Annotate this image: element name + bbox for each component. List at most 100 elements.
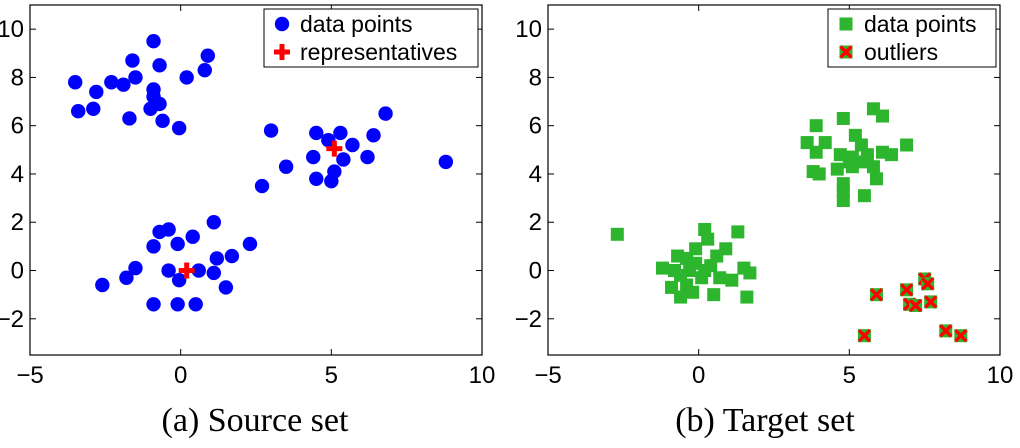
- data-point: [224, 248, 240, 264]
- y-tick-label: 6: [529, 113, 542, 140]
- data-point: [152, 58, 167, 73]
- data-point: [191, 263, 206, 278]
- data-point: [656, 261, 670, 275]
- legend-marker: [839, 17, 853, 31]
- data-point: [128, 260, 143, 276]
- figure: −5 0 5 10 −2 0 2 4 6 8 10 data pointsrepresentative…: [0, 4, 1014, 389]
- data-point: [923, 295, 938, 309]
- legend-label: representatives: [300, 39, 457, 65]
- data-point: [128, 70, 143, 85]
- legend-marker: [839, 45, 853, 59]
- data-point: [869, 287, 884, 302]
- data-point: [866, 160, 880, 174]
- data-point: [197, 62, 212, 78]
- data-point: [309, 171, 324, 186]
- data-point: [939, 324, 953, 338]
- data-point: [152, 224, 167, 240]
- axes-frame: [29, 4, 483, 356]
- data-point: [161, 263, 176, 278]
- data-point: [209, 251, 225, 266]
- data-point: [809, 145, 823, 159]
- data-point: [378, 106, 393, 121]
- data-point: [740, 290, 754, 304]
- x-tick-label: 0: [174, 362, 187, 389]
- legend-marker: [274, 16, 290, 32]
- legend-label: outliers: [864, 39, 938, 65]
- y-tick-label: 2: [529, 209, 542, 236]
- data-point: [188, 297, 203, 312]
- data-point: [125, 53, 140, 68]
- data-point: [326, 140, 343, 157]
- data-point: [857, 328, 872, 343]
- data-point: [701, 232, 715, 246]
- data-point: [86, 101, 101, 116]
- data-point: [122, 111, 137, 126]
- data-point: [155, 113, 170, 129]
- data-point: [104, 75, 119, 90]
- y-tick-label: 6: [11, 113, 24, 140]
- data-point: [899, 283, 914, 297]
- data-point: [857, 189, 871, 203]
- y-tick-label: 2: [11, 209, 24, 236]
- data-point: [366, 128, 381, 143]
- data-point: [278, 159, 294, 174]
- data-point: [908, 298, 923, 313]
- x-tick-label: −5: [534, 362, 561, 389]
- data-point: [713, 271, 727, 285]
- y-tick-label: 8: [529, 64, 542, 91]
- data-point: [610, 227, 624, 241]
- data-point: [695, 271, 709, 285]
- data-point: [438, 154, 454, 170]
- y-tick-label: 10: [515, 16, 542, 43]
- data-point: [170, 236, 185, 252]
- series-representatives: [178, 140, 343, 279]
- x-tick-label: 5: [325, 362, 338, 389]
- data-point: [170, 297, 185, 312]
- y-tick-label: 0: [529, 258, 542, 285]
- data-point: [836, 194, 850, 208]
- data-point: [146, 239, 161, 254]
- y-tick-label: −2: [0, 306, 24, 333]
- data-point: [146, 34, 161, 49]
- data-point: [171, 272, 187, 288]
- data-point: [200, 48, 215, 63]
- legend-box: [263, 8, 479, 68]
- x-tick-label: 0: [692, 362, 705, 389]
- data-point: [116, 77, 131, 92]
- x-tick-label: 5: [843, 362, 856, 389]
- y-tick-label: 10: [0, 16, 24, 43]
- data-point: [185, 229, 200, 244]
- y-tick-label: 4: [11, 161, 24, 188]
- data-point: [218, 280, 234, 295]
- legend-box: [827, 8, 997, 68]
- data-point: [89, 84, 104, 100]
- data-point: [836, 111, 850, 125]
- data-point: [686, 285, 700, 299]
- data-point: [812, 167, 826, 181]
- data-point: [143, 101, 158, 116]
- data-point: [900, 138, 914, 152]
- data-point: [178, 262, 195, 279]
- legend-label: data points: [300, 11, 413, 37]
- data-point: [920, 277, 935, 291]
- data-point: [306, 149, 321, 165]
- data-point: [206, 265, 222, 281]
- y-tick-label: 4: [529, 161, 542, 188]
- data-point: [845, 160, 859, 174]
- x-tick-label: 10: [987, 362, 1014, 389]
- series-outliers: [857, 272, 968, 343]
- axes-frame: [547, 4, 1001, 356]
- data-point: [263, 123, 279, 138]
- series-data-points: [68, 34, 454, 312]
- data-point: [885, 148, 899, 162]
- data-point: [206, 215, 222, 230]
- data-point: [809, 119, 823, 133]
- data-point: [743, 266, 757, 280]
- data-point: [309, 125, 324, 141]
- data-point: [954, 328, 968, 343]
- data-point: [830, 162, 844, 176]
- x-tick-label: 10: [469, 362, 496, 389]
- data-point: [725, 273, 739, 287]
